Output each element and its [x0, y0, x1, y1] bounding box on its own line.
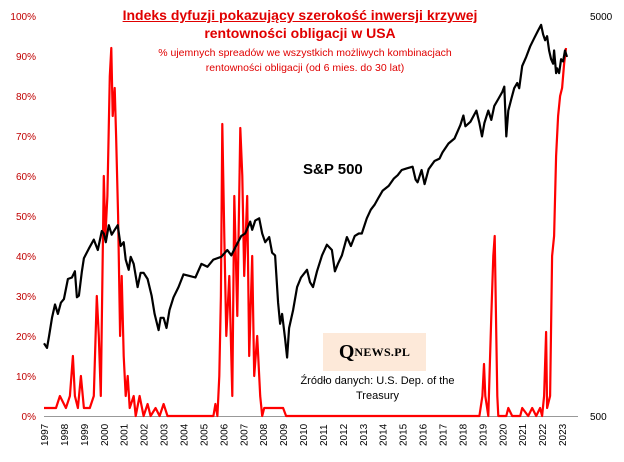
- left-tick-label: 0%: [22, 412, 37, 423]
- source-note: Źródło danych: U.S. Dep. of the Treasury: [280, 374, 475, 404]
- sp500-series-label: S&P 500: [303, 161, 363, 178]
- right-tick-label: 5000: [590, 12, 613, 23]
- chart-title-line2: rentowności obligacji w USA: [204, 25, 396, 41]
- x-tick-label: 1999: [80, 423, 91, 446]
- x-tick-label: 2016: [419, 423, 430, 446]
- x-tick-label: 2023: [558, 423, 569, 446]
- x-tick-label: 2004: [179, 423, 190, 446]
- source-line2: Treasury: [356, 390, 399, 402]
- left-tick-label: 90%: [16, 52, 36, 63]
- series-layer: [43, 23, 569, 418]
- diffusion-index-line: [44, 46, 568, 418]
- right-tick-label: 500: [590, 412, 607, 423]
- left-tick-label: 70%: [16, 132, 36, 143]
- x-tick-label: 2017: [439, 423, 450, 446]
- chart-title-line1: Indeks dyfuzji pokazujący szerokość inwe…: [122, 7, 478, 23]
- sp500-line: [43, 23, 569, 359]
- x-tick-label: 2015: [399, 423, 410, 446]
- x-tick-label: 2018: [458, 423, 469, 446]
- x-tick-label: 2010: [299, 423, 310, 446]
- x-tick-label: 2011: [319, 424, 330, 446]
- left-tick-label: 20%: [16, 332, 36, 343]
- source-line1: Źródło danych: U.S. Dep. of the: [300, 375, 455, 387]
- chart-subtitle-line2: rentowności obligacji (od 6 mies. do 30 …: [205, 62, 405, 74]
- left-tick-label: 60%: [16, 172, 36, 183]
- x-tick-label: 2008: [259, 423, 270, 446]
- logo-q: Q: [338, 340, 355, 363]
- x-tick-label: 2020: [498, 423, 509, 446]
- x-tick-label: 1998: [60, 423, 71, 446]
- x-tick-label: 2014: [379, 423, 390, 446]
- x-tick-label: 2019: [478, 423, 489, 446]
- qnews-logo: Q NEWS.PL: [323, 333, 426, 371]
- x-tick-label: 2022: [538, 423, 549, 446]
- x-tick-label: 2009: [279, 423, 290, 446]
- x-tick-label: 2021: [518, 423, 529, 446]
- left-tick-label: 40%: [16, 252, 36, 263]
- x-tick-label: 1997: [40, 423, 51, 446]
- logo-rest: NEWS.PL: [354, 344, 411, 359]
- x-tick-label: 2013: [359, 423, 370, 446]
- right-axis-ticks: 500 5000: [590, 12, 613, 423]
- left-tick-label: 100%: [10, 12, 36, 23]
- x-tick-label: 2012: [339, 423, 350, 446]
- x-tick-label: 2001: [120, 423, 131, 446]
- x-tick-label: 2005: [199, 423, 210, 446]
- x-tick-label: 2000: [100, 423, 111, 446]
- left-tick-label: 80%: [16, 92, 36, 103]
- left-tick-label: 10%: [16, 372, 36, 383]
- chart-subtitle-line1: % ujemnych spreadów we wszystkich możliw…: [158, 47, 452, 59]
- x-tick-label: 2006: [219, 423, 230, 446]
- x-tick-label: 2003: [160, 423, 171, 446]
- left-tick-label: 30%: [16, 292, 36, 303]
- left-tick-label: 50%: [16, 212, 36, 223]
- x-tick-label: 2002: [140, 423, 151, 446]
- left-axis-ticks: 0% 10% 20% 30% 40% 50% 60% 70% 80% 90% 100%: [10, 12, 36, 423]
- chart-subtitle: % ujemnych spreadów we wszystkich możliw…: [110, 46, 500, 76]
- chart-title: Indeks dyfuzji pokazujący szerokość inwe…: [90, 6, 510, 42]
- x-axis-ticks: 1997 1998 1999 2000 2001 2002 2003 2004 2005 2006…: [40, 423, 569, 446]
- x-tick-label: 2007: [239, 423, 250, 446]
